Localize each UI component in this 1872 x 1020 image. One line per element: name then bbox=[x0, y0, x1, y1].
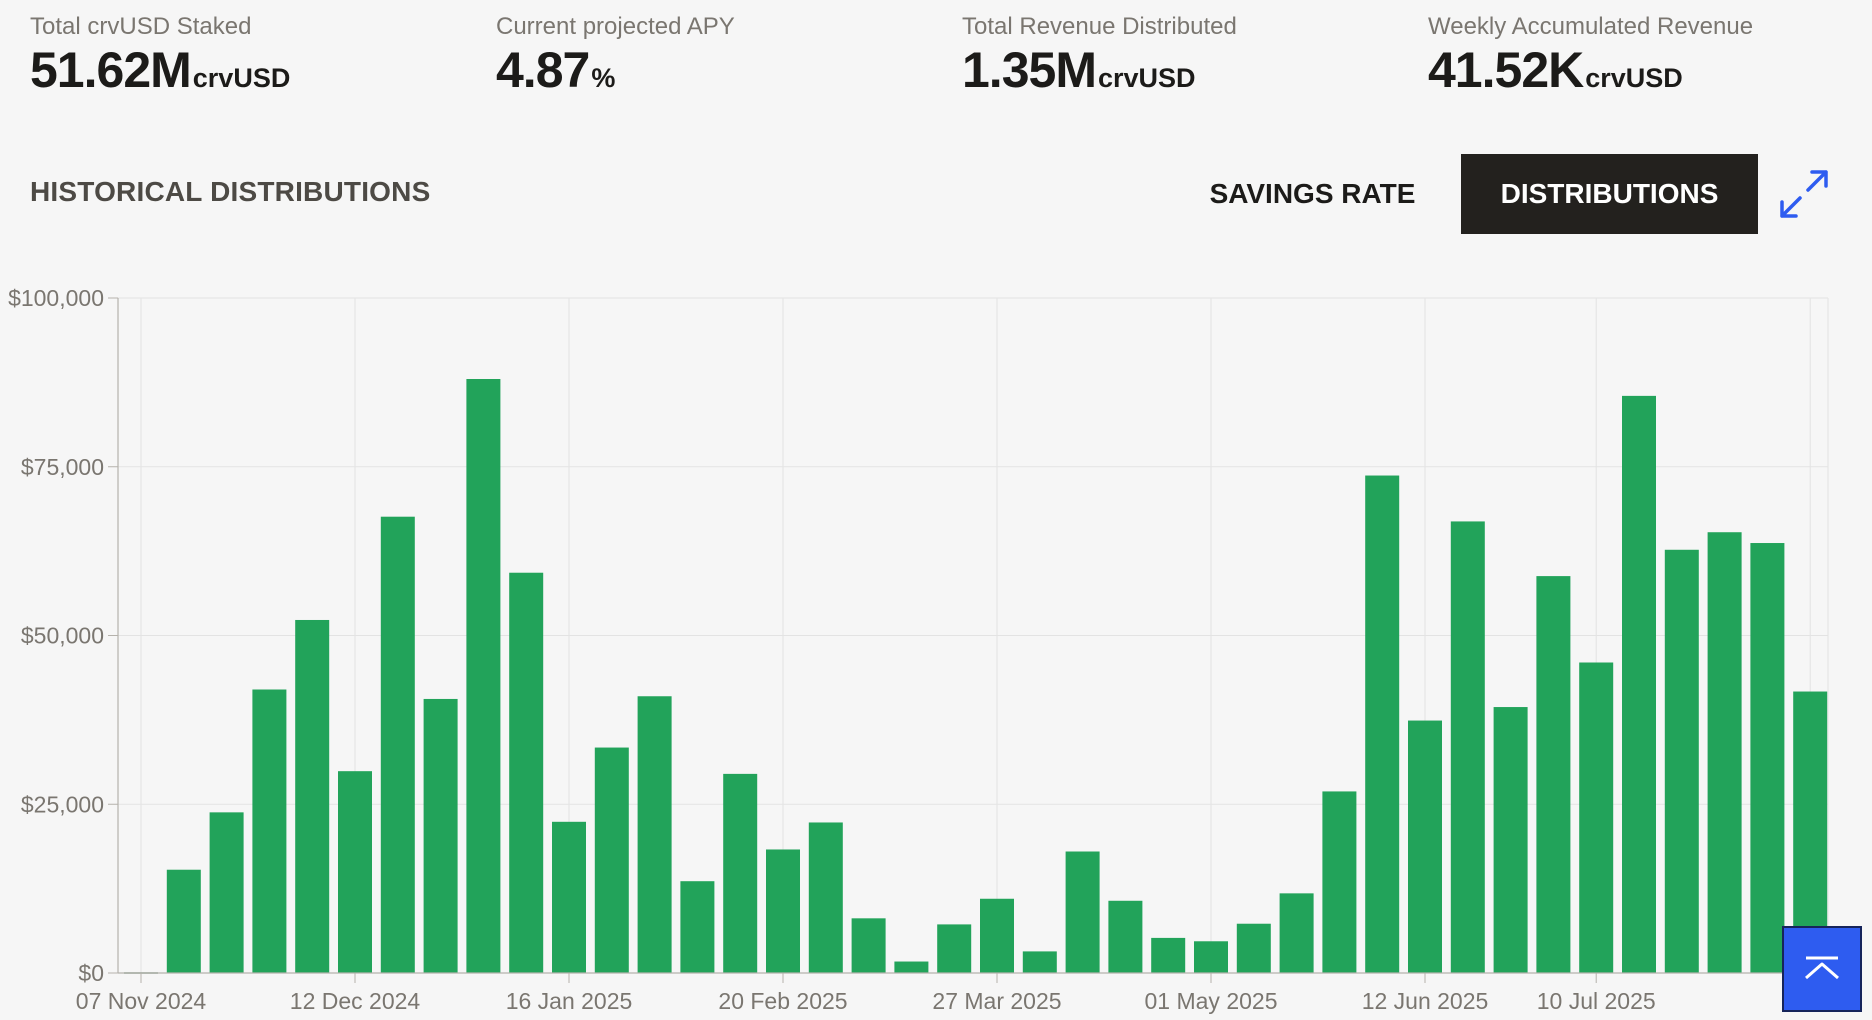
chart-bar bbox=[166, 869, 201, 973]
x-tick-label: 07 Nov 2024 bbox=[76, 988, 207, 1014]
chart-bar bbox=[1664, 549, 1699, 973]
chart-bar bbox=[808, 822, 843, 973]
chevron-up-icon bbox=[1805, 956, 1839, 980]
chart-bar bbox=[894, 961, 929, 973]
chart-bar bbox=[1365, 475, 1400, 973]
distributions-chart: $0 $25,000 $50,000 $75,000 $100,000 07 Nov 20… bbox=[8, 285, 1840, 1014]
chart-bar bbox=[1750, 543, 1785, 973]
stat-label: Total crvUSD Staked bbox=[30, 13, 252, 40]
chart-bar bbox=[1622, 395, 1656, 973]
expand-icon[interactable] bbox=[1776, 166, 1832, 222]
chart-bar bbox=[766, 849, 800, 973]
x-tick-label: 16 Jan 2025 bbox=[506, 988, 633, 1014]
chart-bar bbox=[637, 696, 672, 973]
stat-unit: % bbox=[591, 63, 616, 93]
chart-bar bbox=[338, 771, 372, 973]
stat-total-staked: Total crvUSD Staked 51.62McrvUSD bbox=[30, 12, 290, 98]
chart-bar bbox=[851, 918, 886, 973]
chart-bar bbox=[509, 572, 544, 973]
chart-bar bbox=[295, 619, 330, 973]
chart-bar bbox=[1194, 941, 1228, 973]
y-tick-label: $100,000 bbox=[8, 285, 104, 311]
stat-total-revenue: Total Revenue Distributed 1.35McrvUSD bbox=[962, 12, 1237, 98]
tab-distributions[interactable]: DISTRIBUTIONS bbox=[1461, 154, 1758, 234]
stats-row: Total crvUSD Staked 51.62McrvUSD Current… bbox=[30, 12, 1850, 98]
chart-bar bbox=[1151, 937, 1186, 973]
y-tick-label: $25,000 bbox=[21, 791, 104, 817]
chart-bar bbox=[1408, 720, 1442, 973]
chart-bar bbox=[466, 379, 501, 973]
chart-bar bbox=[1493, 707, 1528, 973]
chart-bar bbox=[1322, 791, 1357, 973]
chart-bar bbox=[1707, 532, 1742, 973]
stat-weekly-revenue: Weekly Accumulated Revenue 41.52KcrvUSD bbox=[1428, 12, 1753, 98]
stat-unit: crvUSD bbox=[1097, 63, 1196, 93]
chart-bar bbox=[1579, 662, 1614, 973]
y-tick-label: $0 bbox=[78, 960, 104, 986]
tab-savings-rate[interactable]: SAVINGS RATE bbox=[1209, 178, 1416, 209]
x-tick-label: 12 Dec 2024 bbox=[290, 988, 421, 1014]
chart-bar bbox=[552, 821, 586, 973]
chart-bar bbox=[380, 516, 415, 973]
chart-bar bbox=[937, 924, 972, 973]
x-tick-label: 10 Jul 2025 bbox=[1537, 988, 1656, 1014]
y-tick-label: $75,000 bbox=[21, 454, 104, 480]
chart-bar bbox=[1108, 900, 1143, 973]
stat-value: 4.87 bbox=[496, 42, 590, 98]
stat-value: 41.52K bbox=[1428, 42, 1584, 98]
chart-bar bbox=[252, 689, 287, 973]
chart-bar bbox=[1022, 951, 1057, 973]
x-tick-label: 20 Feb 2025 bbox=[718, 988, 847, 1014]
stat-projected-apy: Current projected APY 4.87% bbox=[496, 12, 735, 98]
stat-value: 1.35M bbox=[962, 42, 1097, 98]
chart-bar bbox=[680, 881, 715, 973]
chart-bar bbox=[423, 698, 458, 973]
stat-label: Total Revenue Distributed bbox=[962, 13, 1237, 40]
stat-label: Weekly Accumulated Revenue bbox=[1428, 13, 1754, 40]
x-tick-label: 12 Jun 2025 bbox=[1362, 988, 1489, 1014]
chart-bar bbox=[980, 898, 1014, 973]
scroll-to-top-button[interactable] bbox=[1782, 926, 1862, 1012]
chart-bar bbox=[1279, 893, 1314, 973]
stat-value: 51.62M bbox=[30, 42, 192, 98]
y-tick-label: $50,000 bbox=[21, 623, 104, 649]
x-tick-label: 27 Mar 2025 bbox=[932, 988, 1061, 1014]
chart-bar bbox=[1065, 851, 1100, 973]
chart-bar bbox=[209, 812, 244, 973]
x-tick-label: 01 May 2025 bbox=[1145, 988, 1278, 1014]
stat-label: Current projected APY bbox=[496, 13, 735, 40]
stat-unit: crvUSD bbox=[192, 63, 291, 93]
chart-bar bbox=[594, 747, 629, 973]
chart-bar bbox=[1236, 923, 1271, 973]
chart-bar bbox=[1450, 521, 1485, 973]
chart-bar bbox=[723, 773, 758, 973]
section-title: HISTORICAL DISTRIBUTIONS bbox=[30, 176, 431, 207]
stat-unit: crvUSD bbox=[1585, 63, 1683, 93]
chart-bar bbox=[1536, 576, 1571, 973]
